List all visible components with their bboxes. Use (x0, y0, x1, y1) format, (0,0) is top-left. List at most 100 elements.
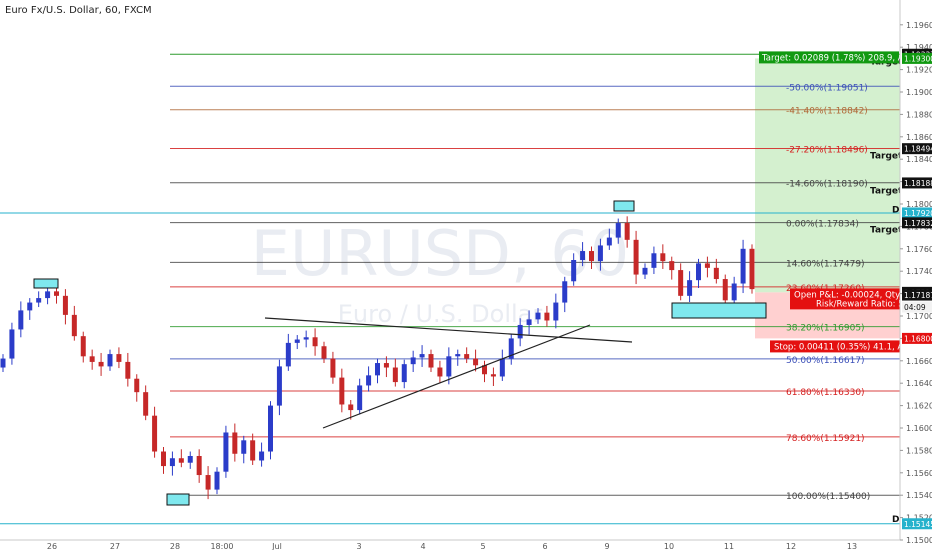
y-tick-label: 1.19000 (906, 88, 932, 97)
candle-body (321, 346, 327, 359)
candle-body (642, 267, 648, 275)
candle-body (294, 339, 300, 343)
y-tick-label: 1.18800 (906, 110, 932, 119)
candle-body (169, 458, 175, 467)
x-tick-label: 10 (664, 542, 674, 550)
candle-body (696, 263, 701, 281)
candle-body (268, 405, 273, 452)
candle-body (419, 354, 425, 358)
y-tick-label: 1.18400 (906, 155, 932, 164)
trendline-upper (264, 317, 633, 343)
candle-body (383, 363, 389, 368)
y-tick-label: 1.16400 (906, 379, 932, 388)
price-tag-label: 1.16800 (904, 334, 932, 343)
y-tick-label: 1.16000 (906, 424, 932, 433)
candle-body (366, 375, 372, 386)
price-tag-label: 1.17187 (904, 291, 932, 300)
price-tag (902, 217, 932, 229)
candle-body (633, 239, 639, 275)
x-tick-label: 27 (110, 542, 120, 550)
fib-label: 14.60%(1.17479) (786, 259, 865, 269)
target-info-box (759, 51, 899, 64)
highlight-box (613, 200, 635, 212)
candle-body (214, 471, 220, 490)
price-tag-label: 1.18494 (904, 145, 932, 154)
candle-body (749, 248, 755, 290)
fib-label: -27.20%(1.18496) (786, 145, 868, 155)
fib-label: -50.00%(1.19051) (786, 83, 868, 93)
price-axis (900, 0, 932, 550)
candle-body (678, 270, 684, 296)
y-tick-label: 1.15000 (906, 536, 932, 545)
candle-body (392, 367, 398, 383)
target-marker: Target (870, 226, 903, 236)
x-tick-label: 18:00 (210, 542, 233, 550)
candle-body (54, 291, 59, 296)
x-tick-label: 3 (356, 542, 361, 550)
candle-body (722, 279, 728, 301)
y-tick-label: 1.16200 (906, 402, 932, 411)
candle-body (241, 440, 247, 454)
candle-body (589, 251, 594, 262)
fib-label: 78.60%(1.15921) (786, 434, 865, 444)
highlight-box (671, 302, 767, 319)
candle-body (71, 314, 77, 337)
candle-body (205, 475, 211, 490)
candle-body (196, 456, 202, 476)
candle-body (428, 354, 434, 368)
candle-body (553, 302, 559, 321)
candle-body (499, 358, 505, 377)
candle-body (80, 336, 86, 357)
time-axis (0, 540, 900, 550)
candle-body (669, 261, 675, 271)
candle-body (517, 324, 523, 339)
watermark-symbol: EURUSD, 60 (251, 217, 629, 290)
fib-label: 61.80%(1.16330) (786, 388, 865, 398)
price-tag-label: 1.17920 (904, 209, 932, 218)
candle-body (437, 367, 443, 377)
highlight-box (33, 278, 59, 289)
candle-body (571, 260, 577, 282)
candle-body (562, 281, 568, 303)
y-tick-label: 1.18000 (906, 200, 932, 209)
candle-body (285, 342, 291, 367)
candle-body (482, 365, 487, 375)
price-tag (902, 52, 932, 64)
y-tick-label: 1.15600 (906, 469, 932, 478)
stop-info-text: Stop: 0.00411 (0.35%) 41.1, Amo (774, 342, 917, 352)
x-tick-label: 11 (724, 542, 734, 550)
candle-body (687, 280, 693, 296)
candle-body (134, 378, 140, 393)
candle-body (250, 440, 256, 461)
x-tick-label: Jul (271, 542, 282, 550)
price-tag-label: 1.15145 (904, 520, 932, 529)
x-tick-label: 12 (786, 542, 796, 550)
candle-body (187, 456, 193, 463)
candle-body (276, 366, 282, 406)
candle-body (704, 263, 710, 268)
candle-body (713, 267, 719, 280)
candle-body (45, 291, 51, 299)
candle-body (27, 302, 33, 311)
price-tag (902, 332, 932, 344)
candle-body (615, 223, 621, 238)
candle-body (401, 364, 407, 383)
target-info-text: Target: 0.02089 (1.78%) 208.9, Amo (761, 53, 917, 63)
candle-body (143, 392, 149, 416)
profit-zone (755, 58, 900, 293)
candle-body (660, 253, 666, 262)
candle-body (0, 358, 6, 368)
x-tick-label: 28 (170, 542, 180, 550)
x-tick-label: 5 (480, 542, 485, 550)
price-tag (902, 177, 932, 189)
candle-body (624, 223, 630, 240)
target-marker: Target (870, 152, 903, 162)
y-tick-label: 1.19600 (906, 21, 932, 30)
candle-body (464, 354, 470, 359)
candle-body (490, 374, 496, 377)
x-tick-label: 9 (604, 542, 609, 550)
candle-body (178, 458, 184, 463)
candle-body (348, 404, 354, 411)
